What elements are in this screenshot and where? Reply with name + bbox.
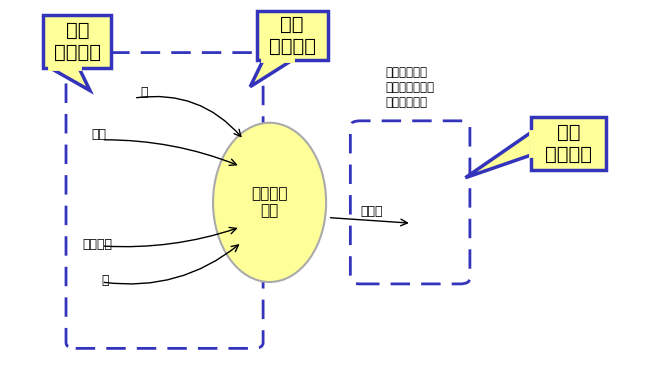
Text: 調理
（作業）: 調理 （作業） — [269, 15, 315, 56]
FancyBboxPatch shape — [532, 117, 606, 170]
FancyBboxPatch shape — [256, 11, 328, 60]
FancyBboxPatch shape — [43, 15, 111, 68]
Polygon shape — [465, 132, 532, 178]
Text: サラダ油: サラダ油 — [82, 238, 112, 251]
Ellipse shape — [213, 123, 326, 282]
Text: 水: 水 — [101, 274, 109, 286]
Polygon shape — [50, 68, 90, 91]
Text: カレーを
作る: カレーを 作る — [251, 186, 288, 219]
Text: 野菜: 野菜 — [92, 128, 107, 141]
Text: 料理
（出力）: 料理 （出力） — [545, 123, 592, 164]
Polygon shape — [250, 60, 292, 87]
Text: カレー: カレー — [360, 206, 382, 219]
Text: 野菜＝玉ねぎ
　＋じゃがいも
　＋にんじん: 野菜＝玉ねぎ ＋じゃがいも ＋にんじん — [386, 66, 435, 109]
Text: 肉: 肉 — [140, 86, 148, 99]
Text: 材料
（入力）: 材料 （入力） — [54, 21, 101, 62]
